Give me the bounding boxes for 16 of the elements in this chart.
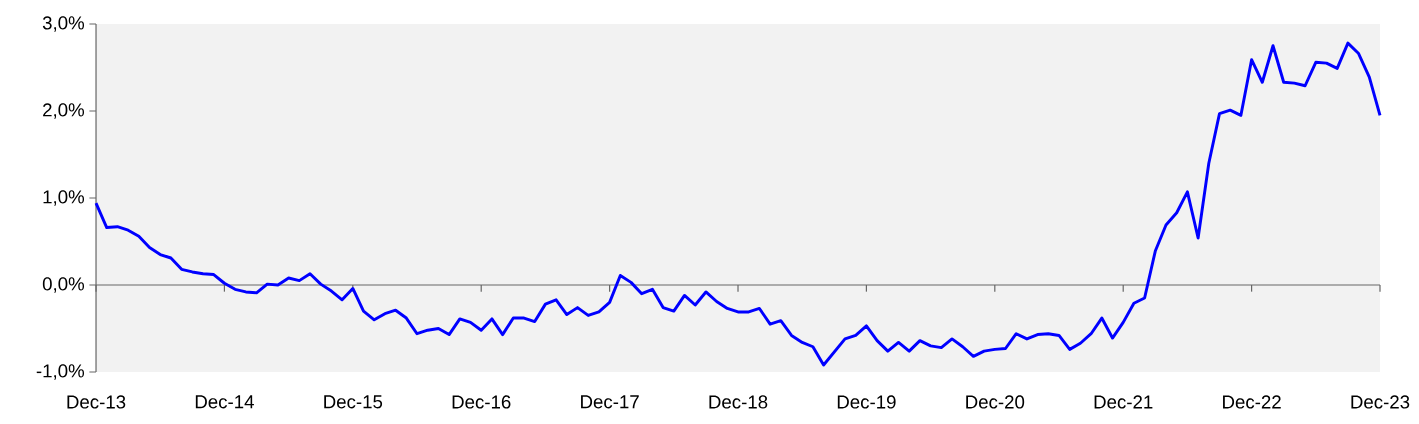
y-tick-label: 2,0% — [43, 103, 85, 119]
x-tick-label: Dec-18 — [709, 395, 768, 409]
y-tick-label: 1,0% — [43, 190, 85, 206]
x-tick-label: Dec-15 — [324, 395, 383, 409]
x-tick-label: Dec-17 — [581, 395, 639, 409]
x-tick-label: Dec-16 — [452, 395, 511, 409]
x-tick-label: Dec-20 — [966, 395, 1025, 409]
x-tick-label: Dec-21 — [1094, 395, 1153, 409]
y-tick-label: 3,0% — [42, 16, 85, 32]
x-tick-label: Dec-23 — [1351, 395, 1410, 409]
x-tick-label: Dec-19 — [837, 395, 896, 409]
x-tick-label: Dec-13 — [67, 395, 126, 409]
x-tick-label: Dec-14 — [195, 395, 254, 409]
y-tick-label: -1,0% — [36, 364, 85, 380]
x-tick-label: Dec-22 — [1223, 395, 1281, 409]
y-tick-label: 0,0% — [42, 277, 85, 293]
